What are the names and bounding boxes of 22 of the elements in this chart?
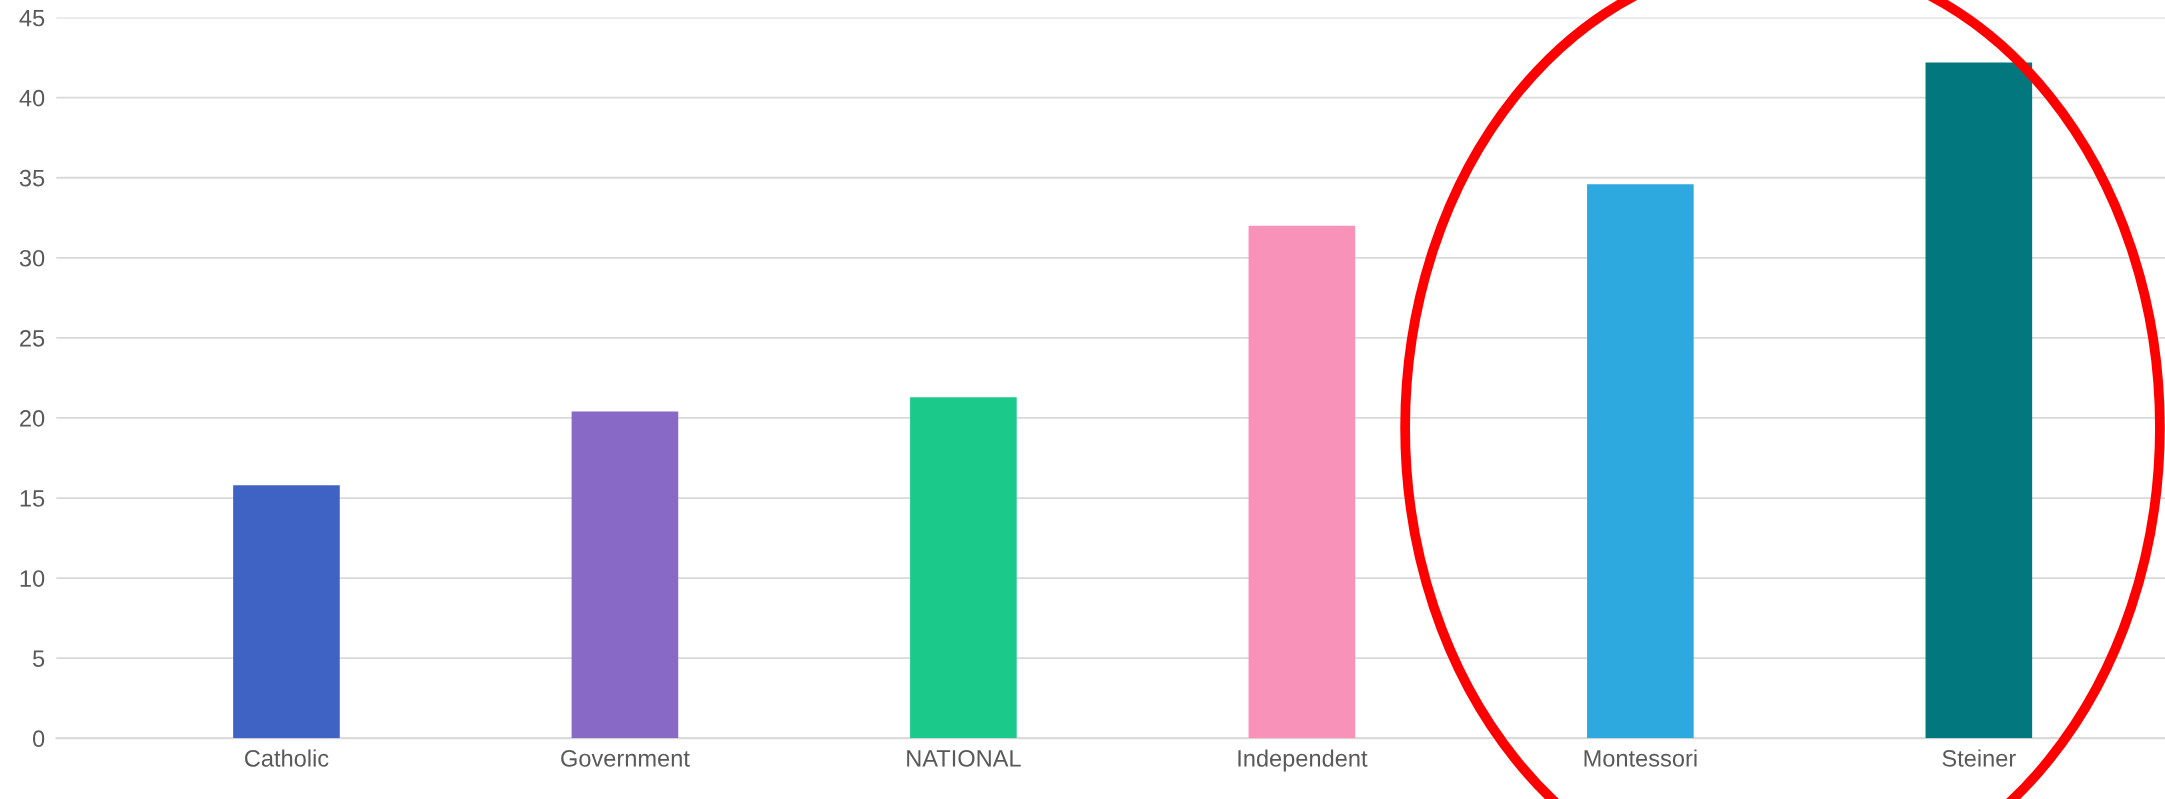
bar [233, 485, 340, 739]
x-tick-label: Government [561, 750, 690, 767]
x-tick-label: Independent [1238, 749, 1368, 772]
bar [1587, 184, 1694, 739]
y-tick-label: 5 [32, 650, 45, 667]
y-tick-label: 35 [19, 169, 45, 187]
x-tick-label: Steiner [1942, 749, 2016, 767]
y-tick-label: 40 [19, 89, 45, 107]
y-tick-label: 10 [20, 570, 45, 587]
bar [910, 397, 1017, 739]
x-tick-label: Montessori [1584, 749, 1697, 767]
bar [571, 411, 679, 739]
y-tick-label: 20 [20, 410, 45, 427]
y-tick-label: 0 [32, 730, 45, 748]
bar [1248, 225, 1356, 739]
x-tick-label: Catholic [245, 749, 329, 767]
y-tick-label: 45 [19, 9, 45, 27]
y-tick-label: 25 [20, 329, 45, 347]
x-tick-label: NATIONAL [907, 750, 1021, 767]
bar [1925, 62, 2033, 739]
y-tick-label: 30 [19, 249, 45, 267]
y-tick-label: 15 [20, 490, 45, 507]
